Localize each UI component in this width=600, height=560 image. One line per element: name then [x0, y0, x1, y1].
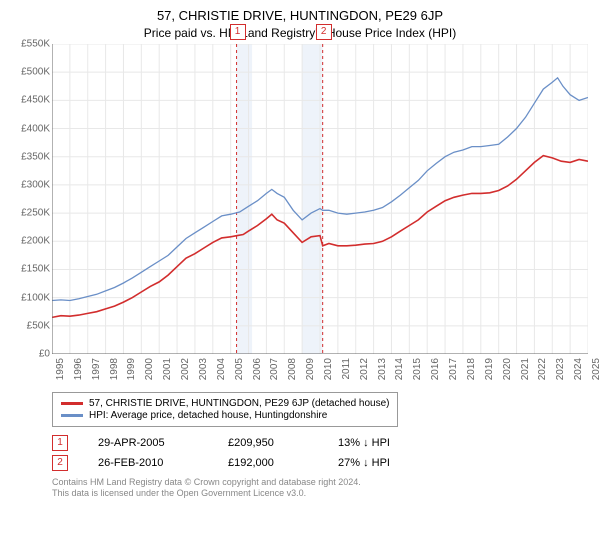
- x-tick-label: 2008: [287, 358, 298, 380]
- transaction-diff: 13% ↓ HPI: [338, 437, 428, 449]
- x-tick-label: 2018: [466, 358, 477, 380]
- x-tick-label: 2011: [341, 358, 352, 380]
- chart-container: 57, CHRISTIE DRIVE, HUNTINGDON, PE29 6JP…: [0, 0, 600, 560]
- legend-label: 57, CHRISTIE DRIVE, HUNTINGDON, PE29 6JP…: [89, 398, 389, 409]
- x-tick-label: 2022: [537, 358, 548, 380]
- transaction-badge: 2: [52, 455, 68, 471]
- legend-block: 57, CHRISTIE DRIVE, HUNTINGDON, PE29 6JP…: [52, 392, 588, 500]
- x-tick-label: 2012: [359, 358, 370, 380]
- x-tick-label: 1999: [126, 358, 137, 380]
- transaction-badge: 1: [52, 435, 68, 451]
- y-tick-label: £500K: [21, 67, 50, 78]
- plot-area: £0£50K£100K£150K£200K£250K£300K£350K£400…: [52, 44, 588, 354]
- marker-badge: 1: [230, 24, 246, 40]
- x-tick-label: 1997: [91, 358, 102, 380]
- legend-swatch: [61, 414, 83, 417]
- legend-label: HPI: Average price, detached house, Hunt…: [89, 410, 327, 421]
- y-tick-label: £200K: [21, 236, 50, 247]
- y-tick-label: £250K: [21, 208, 50, 219]
- y-tick-label: £400K: [21, 123, 50, 134]
- x-tick-label: 1996: [73, 358, 84, 380]
- y-tick-label: £150K: [21, 264, 50, 275]
- line-chart: [52, 44, 588, 354]
- transaction-date: 29-APR-2005: [98, 437, 198, 449]
- transaction-row: 1 29-APR-2005 £209,950 13% ↓ HPI: [52, 435, 588, 451]
- disclaimer: Contains HM Land Registry data © Crown c…: [52, 477, 588, 500]
- y-tick-label: £0: [39, 349, 50, 360]
- y-tick-label: £100K: [21, 292, 50, 303]
- x-tick-label: 2006: [252, 358, 263, 380]
- marker-badge: 2: [316, 24, 332, 40]
- x-tick-label: 2010: [323, 358, 334, 380]
- y-axis: £0£50K£100K£150K£200K£250K£300K£350K£400…: [12, 44, 50, 354]
- transaction-date: 26-FEB-2010: [98, 457, 198, 469]
- transaction-diff: 27% ↓ HPI: [338, 457, 428, 469]
- x-tick-label: 2000: [144, 358, 155, 380]
- x-tick-label: 2014: [394, 358, 405, 380]
- legend-item: 57, CHRISTIE DRIVE, HUNTINGDON, PE29 6JP…: [61, 398, 389, 409]
- x-tick-label: 2004: [216, 358, 227, 380]
- y-tick-label: £50K: [27, 320, 50, 331]
- x-tick-label: 2025: [591, 358, 600, 380]
- transaction-price: £192,000: [228, 457, 308, 469]
- y-tick-label: £450K: [21, 95, 50, 106]
- x-tick-label: 1995: [55, 358, 66, 380]
- chart-subtitle: Price paid vs. HM Land Registry's House …: [12, 26, 588, 40]
- disclaimer-line: This data is licensed under the Open Gov…: [52, 488, 588, 499]
- legend-swatch: [61, 402, 83, 405]
- transaction-price: £209,950: [228, 437, 308, 449]
- legend-item: HPI: Average price, detached house, Hunt…: [61, 410, 389, 421]
- transaction-row: 2 26-FEB-2010 £192,000 27% ↓ HPI: [52, 455, 588, 471]
- x-tick-label: 2020: [502, 358, 513, 380]
- x-tick-label: 2007: [269, 358, 280, 380]
- transactions-table: 1 29-APR-2005 £209,950 13% ↓ HPI 2 26-FEB-201…: [52, 435, 588, 471]
- x-tick-label: 2015: [412, 358, 423, 380]
- x-axis: 1995 1996 1997 1998 1999 2000 2001 2002 2003 2004…: [52, 354, 588, 394]
- x-tick-label: 2019: [484, 358, 495, 380]
- x-tick-label: 2002: [180, 358, 191, 380]
- x-tick-label: 2017: [448, 358, 459, 380]
- x-tick-label: 2013: [377, 358, 388, 380]
- x-tick-label: 2009: [305, 358, 316, 380]
- chart-title: 57, CHRISTIE DRIVE, HUNTINGDON, PE29 6JP: [12, 8, 588, 23]
- disclaimer-line: Contains HM Land Registry data © Crown c…: [52, 477, 588, 488]
- x-tick-label: 2021: [520, 358, 531, 380]
- x-tick-label: 2001: [162, 358, 173, 380]
- y-tick-label: £550K: [21, 39, 50, 50]
- x-tick-label: 2003: [198, 358, 209, 380]
- x-tick-label: 2023: [555, 358, 566, 380]
- y-tick-label: £350K: [21, 151, 50, 162]
- x-tick-label: 2005: [234, 358, 245, 380]
- x-tick-label: 2024: [573, 358, 584, 380]
- x-tick-label: 2016: [430, 358, 441, 380]
- y-tick-label: £300K: [21, 179, 50, 190]
- x-tick-label: 1998: [109, 358, 120, 380]
- legend: 57, CHRISTIE DRIVE, HUNTINGDON, PE29 6JP…: [52, 392, 398, 427]
